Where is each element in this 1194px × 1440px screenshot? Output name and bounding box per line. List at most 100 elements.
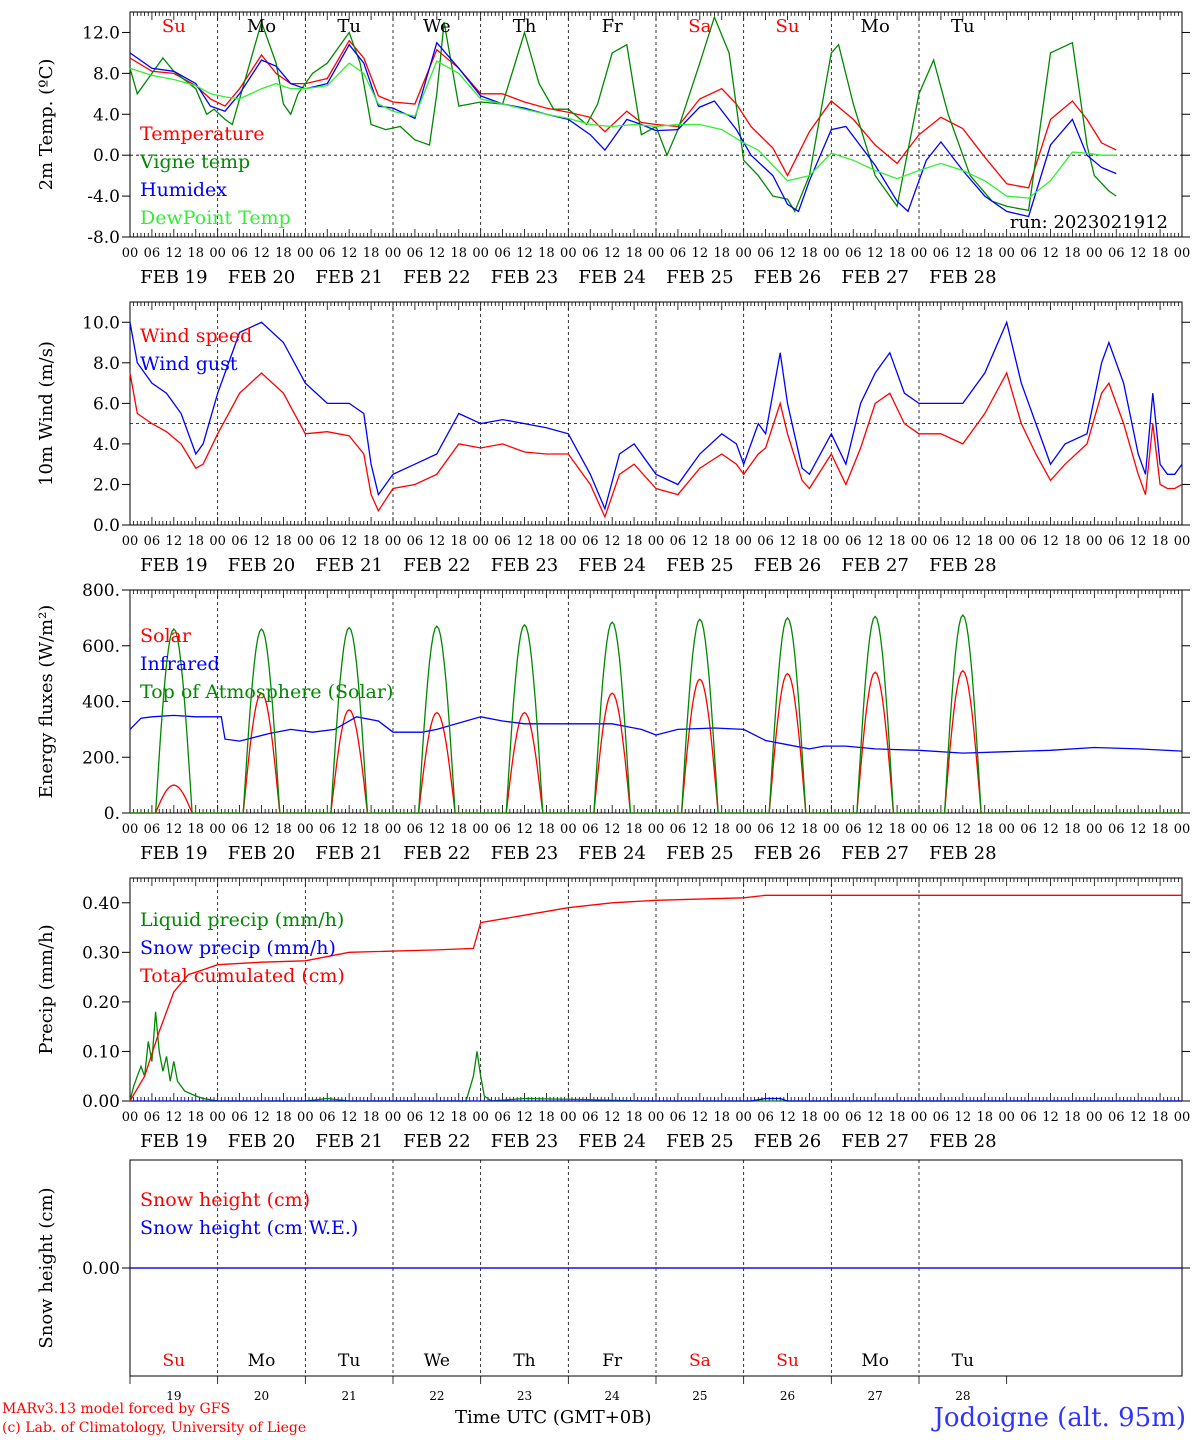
day-label: FEB 27	[841, 843, 908, 864]
hour-tick-label: 18	[363, 822, 380, 837]
hour-tick-label: 00	[1174, 1110, 1191, 1125]
day-number-label: 19	[166, 1389, 181, 1403]
hour-tick-label: 06	[1108, 246, 1125, 261]
hour-tick-label: 00	[911, 1110, 928, 1125]
y-tick-label: 0.	[104, 804, 120, 824]
series-line	[129, 714, 1183, 754]
y-tick-label: 0.30	[82, 943, 120, 963]
hour-tick-label: 00	[297, 1110, 314, 1125]
hour-tick-label: 12	[779, 246, 796, 261]
weekday-label-top: Fr	[602, 16, 623, 37]
hour-tick-label: 12	[1042, 1110, 1059, 1125]
hour-tick-label: 06	[670, 534, 687, 549]
hour-tick-label: 00	[122, 822, 139, 837]
hour-tick-label: 06	[845, 534, 862, 549]
series-line	[129, 60, 1117, 199]
hour-tick-label: 06	[407, 822, 424, 837]
hour-tick-label: 00	[823, 246, 840, 261]
hour-tick-label: 00	[122, 1110, 139, 1125]
day-number-label: 21	[342, 1389, 357, 1403]
weekday-label-top: Mo	[861, 16, 890, 37]
weekday-label-bottom: We	[424, 1351, 450, 1371]
legend-label: Solar	[140, 625, 192, 647]
hour-tick-label: 18	[801, 246, 818, 261]
weekday-label-bottom: Su	[776, 1351, 799, 1371]
y-tick-label: 600.	[82, 637, 120, 657]
y-axis-label: 10m Wind (m/s)	[36, 341, 57, 486]
y-tick-label: 800.	[82, 581, 120, 601]
hour-tick-label: 12	[253, 822, 270, 837]
hour-tick-label: 06	[231, 246, 248, 261]
weekday-label-top: Tu	[337, 16, 361, 37]
hour-tick-label: 12	[1130, 246, 1147, 261]
hour-tick-label: 00	[823, 1110, 840, 1125]
day-label: FEB 23	[491, 267, 558, 288]
series-line	[129, 39, 1117, 189]
panel-5	[122, 1159, 1190, 1384]
lab-credit: (c) Lab. of Climatology, University of L…	[2, 1420, 307, 1436]
hour-tick-label: 18	[713, 822, 730, 837]
hour-tick-label: 06	[144, 534, 161, 549]
y-tick-label: 0.00	[82, 1259, 120, 1279]
hour-tick-label: 00	[385, 534, 402, 549]
day-label: FEB 25	[666, 555, 733, 576]
hour-tick-label: 18	[450, 246, 467, 261]
hour-tick-label: 06	[670, 246, 687, 261]
hour-tick-label: 12	[253, 246, 270, 261]
hour-tick-label: 06	[757, 534, 774, 549]
hour-tick-label: 06	[319, 246, 336, 261]
day-number-label: 25	[692, 1389, 707, 1403]
hour-tick-label: 00	[297, 246, 314, 261]
y-tick-label: 0.0	[93, 146, 120, 166]
day-label: FEB 24	[578, 267, 645, 288]
y-tick-label: 8.0	[93, 354, 120, 374]
hour-tick-label: 06	[933, 822, 950, 837]
day-number-label: 23	[517, 1389, 532, 1403]
model-credit: MARv3.13 model forced by GFS	[2, 1401, 231, 1417]
hour-tick-label: 06	[845, 246, 862, 261]
hour-tick-label: 18	[626, 534, 643, 549]
hour-tick-label: 06	[933, 534, 950, 549]
y-tick-label: 8.0	[93, 64, 120, 84]
legend-label: DewPoint Temp	[140, 207, 291, 229]
weekday-label-bottom: Fr	[602, 1351, 623, 1371]
hour-tick-label: 18	[275, 822, 292, 837]
hour-tick-label: 06	[319, 822, 336, 837]
station-name: Jodoigne (alt. 95m)	[933, 1403, 1186, 1433]
hour-tick-label: 12	[516, 534, 533, 549]
hour-tick-label: 06	[407, 1110, 424, 1125]
day-label: FEB 28	[929, 1131, 996, 1152]
hour-tick-label: 12	[341, 534, 358, 549]
hour-tick-label: 18	[976, 822, 993, 837]
hour-tick-label: 06	[494, 822, 511, 837]
hour-tick-label: 00	[648, 1110, 665, 1125]
weekday-label-bottom: Mo	[861, 1351, 889, 1371]
hour-tick-label: 00	[911, 534, 928, 549]
hour-tick-label: 00	[385, 822, 402, 837]
hour-tick-label: 12	[692, 534, 709, 549]
legend-label: Infrared	[140, 653, 220, 675]
y-tick-label: -4.0	[87, 187, 120, 207]
hour-tick-label: 00	[1086, 246, 1103, 261]
y-tick-label: 0.10	[82, 1042, 120, 1062]
hour-tick-label: 00	[1174, 822, 1191, 837]
hour-tick-label: 18	[363, 1110, 380, 1125]
hour-tick-label: 12	[429, 1110, 446, 1125]
y-tick-label: 0.20	[82, 993, 120, 1013]
legend-label: Liquid precip (mm/h)	[140, 909, 344, 931]
run-annotation: run: 2023021912	[1010, 212, 1168, 233]
hour-tick-label: 18	[538, 1110, 555, 1125]
hour-tick-label: 12	[955, 534, 972, 549]
weekday-label-top: Su	[162, 16, 186, 37]
hour-tick-label: 18	[976, 534, 993, 549]
y-tick-label: 0.0	[93, 516, 120, 536]
hour-tick-label: 12	[1042, 822, 1059, 837]
day-number-label: 20	[254, 1389, 269, 1403]
hour-tick-label: 12	[429, 822, 446, 837]
hour-tick-label: 06	[319, 534, 336, 549]
hour-tick-label: 18	[538, 534, 555, 549]
hour-tick-label: 18	[889, 534, 906, 549]
series-line	[129, 894, 1182, 1102]
day-number-label: 28	[955, 1389, 970, 1403]
hour-tick-label: 18	[538, 822, 555, 837]
